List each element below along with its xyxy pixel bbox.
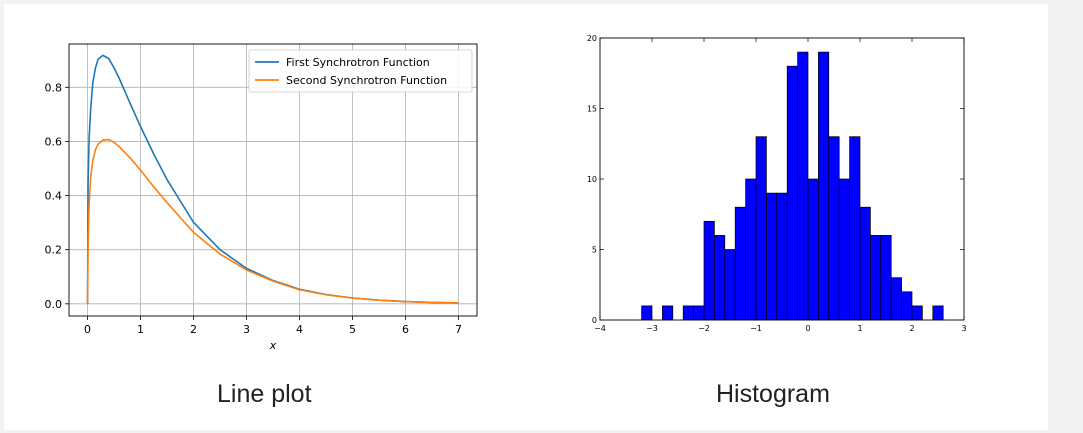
histogram-bar (776, 192, 788, 321)
y-tick-label: 15 (587, 105, 597, 114)
x-tick-label: 2 (190, 323, 197, 336)
x-tick-label: −2 (698, 324, 710, 333)
x-tick-label: 1 (857, 324, 862, 333)
histogram-bar (849, 136, 861, 321)
histogram-bar (870, 235, 882, 321)
histogram-bar (714, 235, 726, 321)
line-plot-caption: Line plot (217, 380, 312, 408)
y-tick-label: 20 (587, 34, 597, 43)
histogram-chart: −4 −3 −2 −1 0 1 2 3 0 5 10 15 20 (587, 34, 967, 333)
y-tick-label: 0.4 (45, 190, 63, 203)
y-tick-label: 0.2 (45, 244, 63, 257)
y-tick-label: 0.0 (45, 298, 63, 311)
histogram-bar (838, 178, 850, 321)
x-tick-label: 0 (84, 323, 91, 336)
x-tick-label: 4 (296, 323, 303, 336)
x-tick-label: 0 (805, 324, 810, 333)
histogram-bar (859, 206, 871, 321)
x-tick-label: 5 (349, 323, 356, 336)
histogram-bar (745, 178, 757, 321)
histogram-caption: Histogram (716, 380, 830, 408)
histogram-bar (880, 235, 892, 321)
x-tick-label: 1 (137, 323, 144, 336)
histogram-bar (703, 220, 715, 321)
x-axis-label: x (269, 339, 277, 352)
series-line-2 (86, 138, 459, 304)
histogram-bar (734, 206, 746, 321)
histogram-bar (766, 192, 778, 321)
histogram-bar (901, 291, 913, 321)
histogram-bar (724, 249, 736, 321)
y-tick-label: 0.6 (45, 135, 63, 148)
histogram-bar (693, 305, 705, 321)
x-tick-label: 3 (243, 323, 250, 336)
plot-frame (68, 43, 478, 317)
line-plot-chart: 0 1 2 3 4 5 6 7 0.0 0.2 0.4 0.6 0.8 x First Synchrotro… (45, 43, 478, 352)
x-tick-label: 7 (455, 323, 462, 336)
histogram-bar (755, 136, 767, 321)
legend-label-1: First Synchrotron Function (286, 56, 430, 69)
histogram-bar (797, 51, 809, 321)
histogram-bar (932, 305, 944, 321)
histogram-bar (662, 305, 674, 321)
legend-box (248, 49, 473, 93)
x-tick-label: 3 (961, 324, 966, 333)
histogram-bar (807, 178, 819, 321)
y-tick-label: 5 (592, 246, 597, 255)
y-tick-label: 0 (592, 316, 597, 325)
content-panel (4, 4, 1048, 430)
histogram-bar (818, 51, 830, 321)
x-tick-label: −3 (646, 324, 658, 333)
y-tick-label: 0.8 (45, 81, 63, 94)
histogram-bar (890, 277, 902, 321)
x-tick-label: 6 (402, 323, 409, 336)
histogram-bar (911, 305, 923, 321)
x-tick-label: −4 (594, 324, 606, 333)
histogram-bar (828, 136, 840, 321)
legend-label-2: Second Synchrotron Function (286, 74, 447, 87)
y-tick-label: 10 (587, 175, 597, 184)
x-tick-label: −1 (750, 324, 762, 333)
histogram-bar (682, 305, 694, 321)
histogram-bar (786, 65, 798, 321)
x-tick-label: 2 (909, 324, 914, 333)
histogram-bar (641, 305, 653, 321)
